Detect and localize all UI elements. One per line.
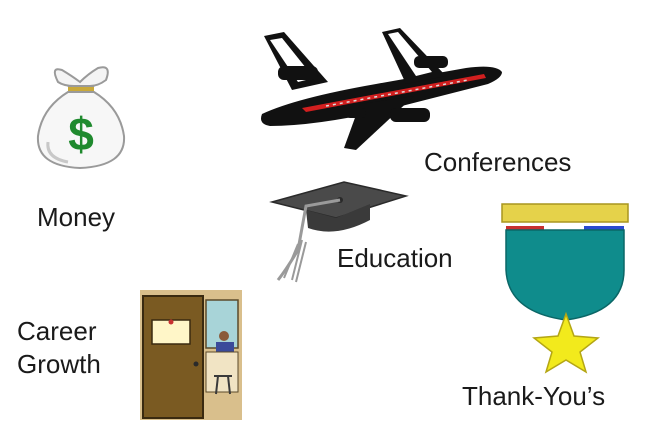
conferences-label: Conferences <box>424 147 572 177</box>
airplane-icon <box>261 28 502 150</box>
svg-text:$: $ <box>68 108 94 160</box>
office-door-icon <box>140 290 242 420</box>
thank-yous-label: Thank-You’s <box>462 381 606 411</box>
education-label: Education <box>337 243 453 273</box>
career-label-line1: Career <box>17 316 97 346</box>
graduation-cap-icon <box>269 181 409 283</box>
career-label-line2: Growth <box>17 349 101 379</box>
money-label: Money <box>37 202 116 232</box>
medal-icon <box>501 203 629 374</box>
money-bag-icon: $ <box>36 66 126 170</box>
